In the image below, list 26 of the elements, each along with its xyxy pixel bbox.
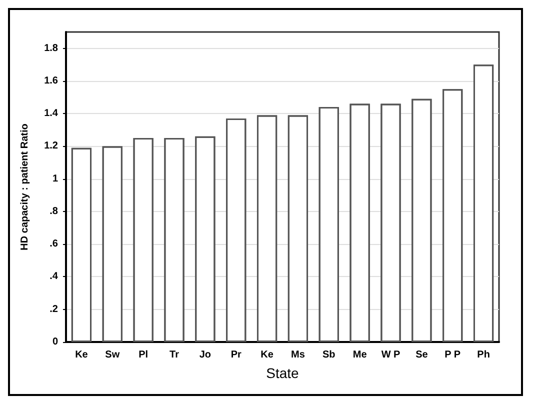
y-tick-label: 1 [52,173,58,184]
y-tick-label: .8 [50,206,58,217]
x-tick-label: Se [416,350,428,360]
y-tick-label: 1.2 [44,140,58,152]
y-tick-label: .4 [50,271,58,282]
x-tick-label: P P [444,350,461,360]
x-axis-title: State [266,365,300,381]
x-tick-label: Sb [322,350,336,360]
x-tick-label: Ms [291,350,306,360]
y-axis-title: HD capacity : patient Ratio [20,124,30,250]
y-tick-label: .2 [50,304,58,315]
x-tick-label: Sw [105,350,120,360]
x-tick-label: Jo [199,350,212,360]
x-tick-label: Pl [138,350,148,360]
y-tick-label: 1.6 [44,75,58,86]
y-tick-label: 1.8 [44,42,58,54]
y-tick-label: 1.4 [44,108,58,120]
x-tick-label: Ph [477,350,490,360]
x-tick-label: W P [381,350,401,360]
y-tick-label: .6 [50,238,58,250]
y-tick-label: 0 [52,336,58,348]
x-tick-label: Ke [260,350,274,360]
x-tick-label: Me [352,350,368,360]
x-tick-label: Pr [230,350,242,360]
x-tick-label: Ke [75,350,88,360]
x-tick-label: Tr [170,350,180,360]
